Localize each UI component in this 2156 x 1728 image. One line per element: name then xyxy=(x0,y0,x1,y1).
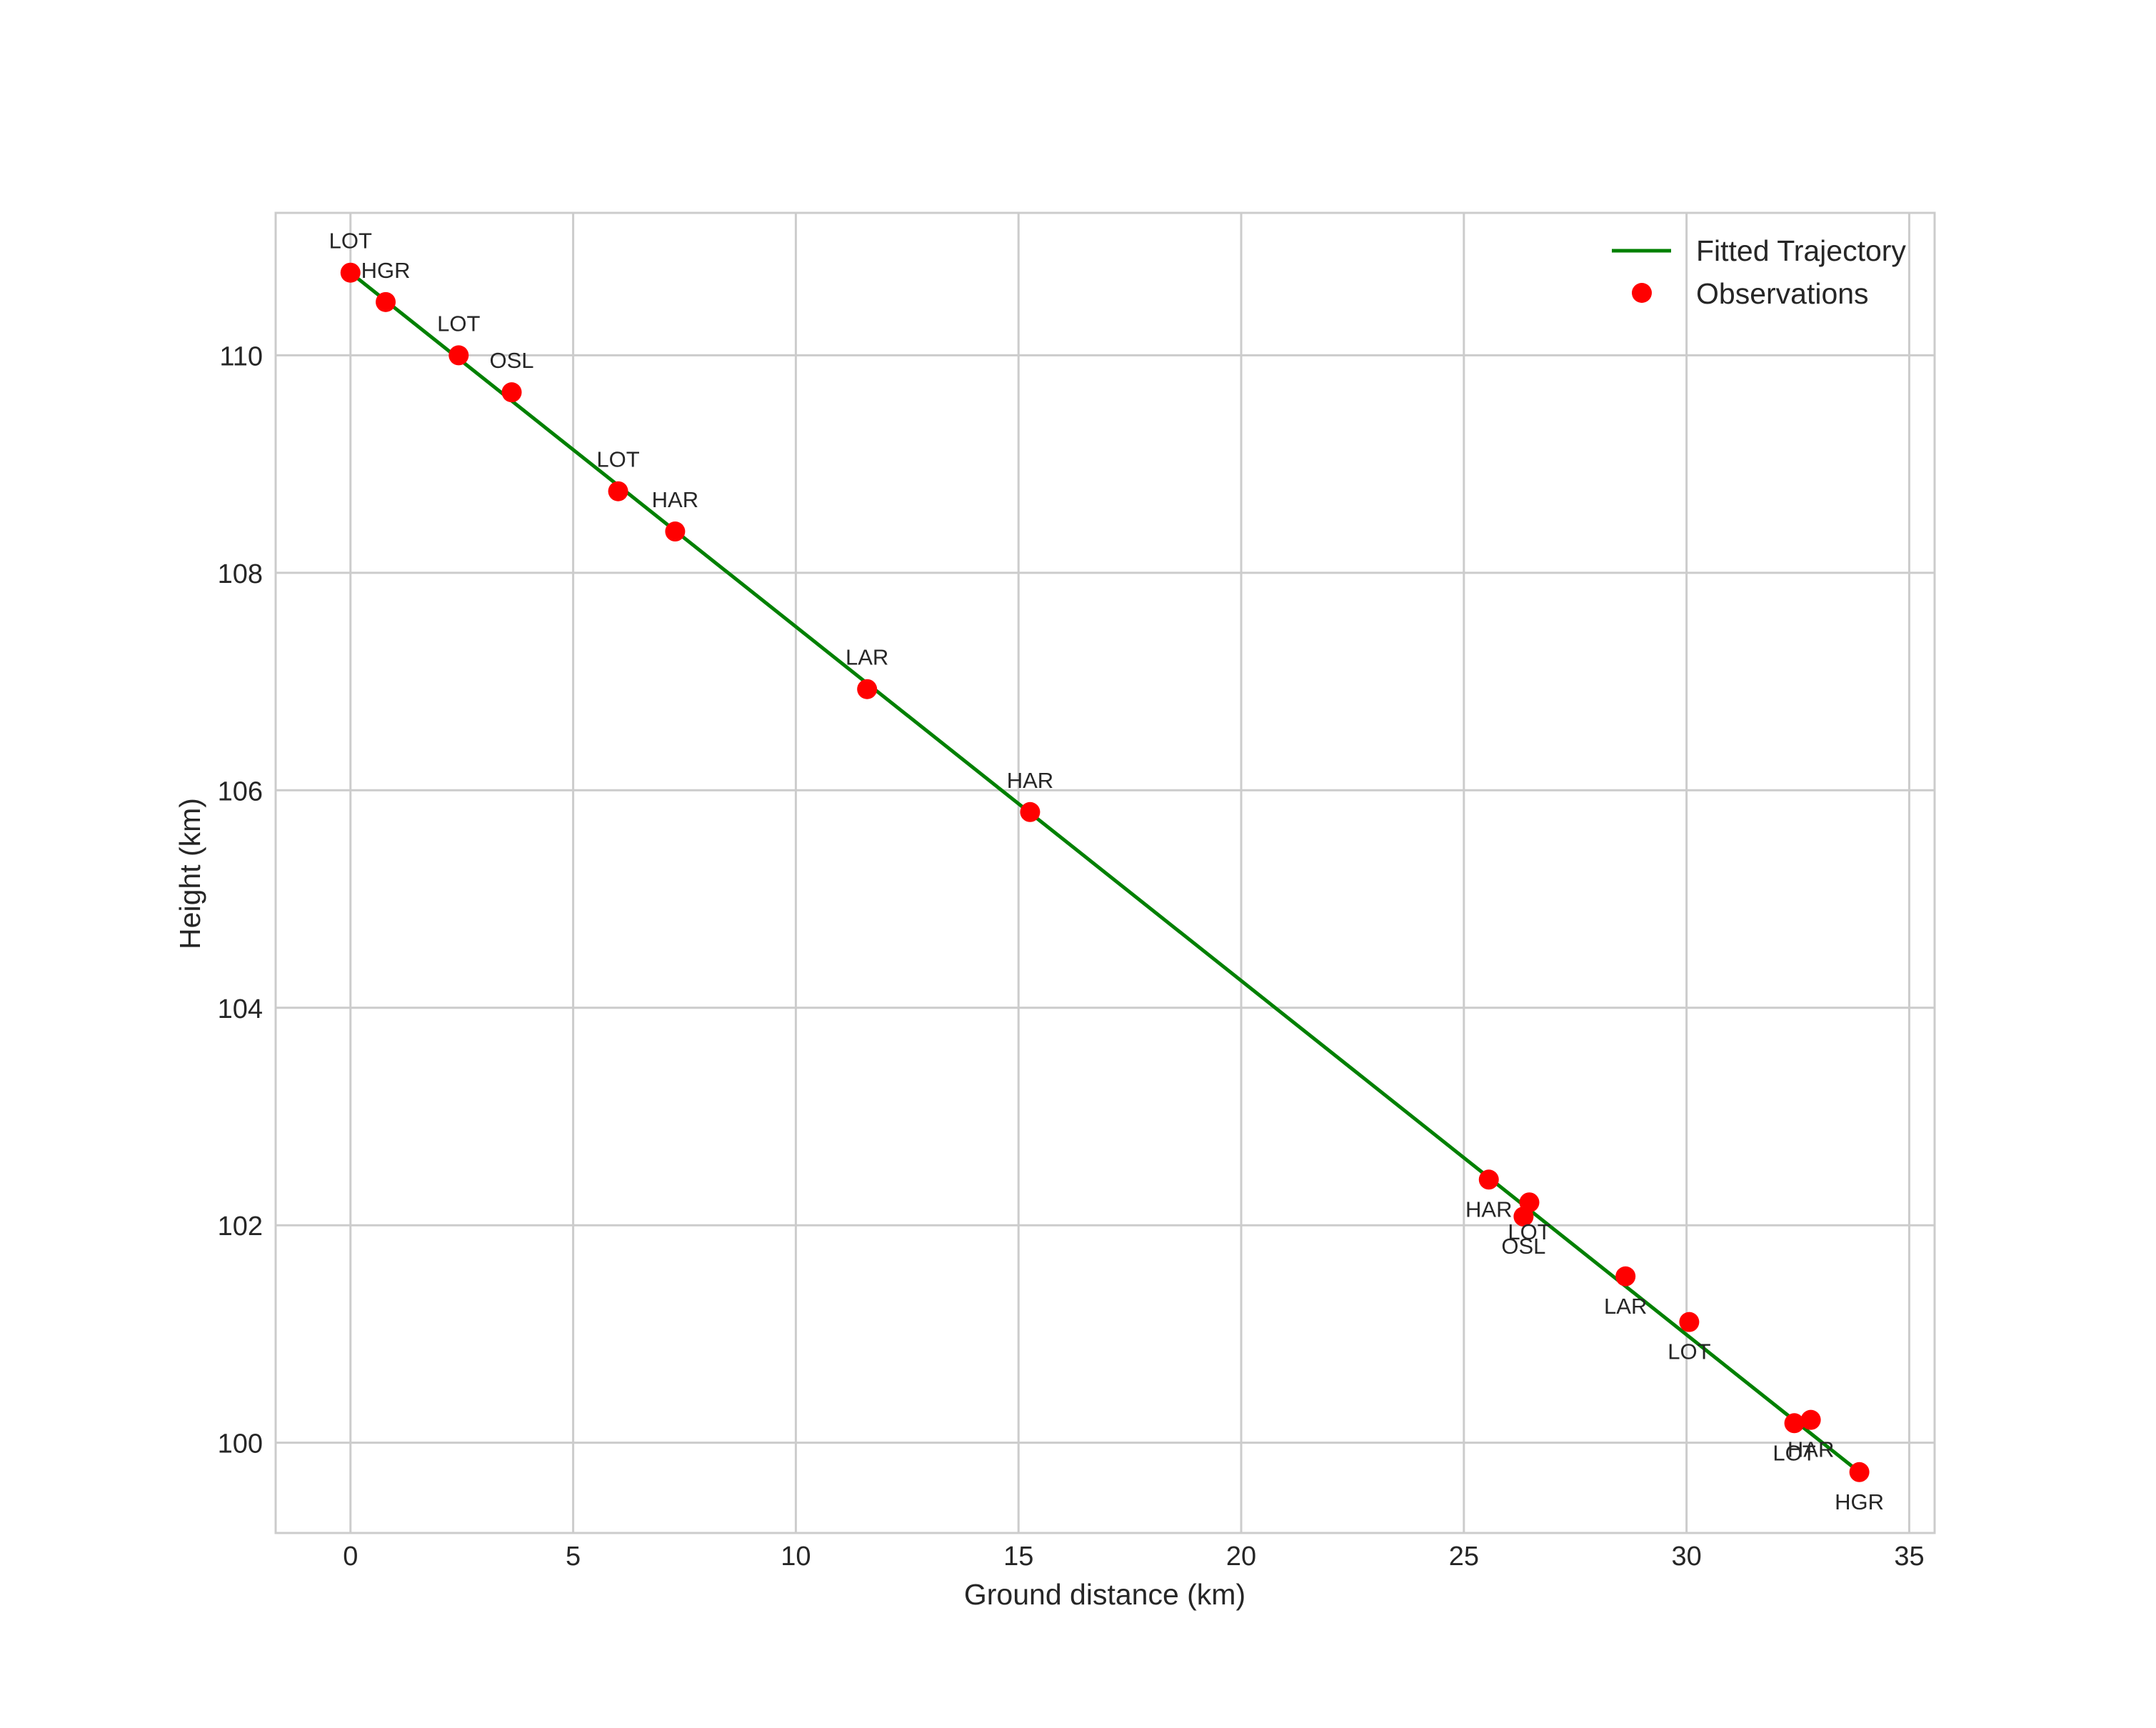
x-tick-label: 15 xyxy=(1003,1542,1033,1572)
observation-point xyxy=(1679,1312,1700,1332)
y-axis-label: Height (km) xyxy=(174,798,206,949)
y-tick-label: 106 xyxy=(218,776,263,806)
y-tick-label: 100 xyxy=(218,1429,263,1459)
legend: Fitted Trajectory Observations xyxy=(1612,234,1906,310)
station-label: OSL xyxy=(1501,1234,1545,1259)
x-axis-ticks: 0 5 10 15 20 25 30 35 xyxy=(343,1542,1924,1572)
station-label: HAR xyxy=(1465,1197,1512,1222)
x-axis-label: Ground distance (km) xyxy=(964,1578,1245,1611)
observation-point xyxy=(857,679,878,699)
station-label: LOT xyxy=(437,311,480,336)
y-tick-label: 110 xyxy=(219,341,263,371)
x-tick-label: 20 xyxy=(1226,1542,1256,1572)
station-label: LOT xyxy=(596,447,639,472)
legend-label-fitted-trajectory: Fitted Trajectory xyxy=(1696,234,1906,267)
x-tick-label: 5 xyxy=(566,1542,581,1572)
station-label: LOT xyxy=(1773,1440,1815,1465)
fitted-trajectory-line xyxy=(349,271,1861,1474)
station-label: LOT xyxy=(1508,1219,1550,1244)
observation-point xyxy=(501,382,522,403)
observation-point xyxy=(448,345,469,366)
x-tick-label: 30 xyxy=(1672,1542,1702,1572)
x-tick-label: 10 xyxy=(781,1542,811,1572)
observation-point xyxy=(1478,1169,1499,1190)
legend-label-observations: Observations xyxy=(1696,277,1869,310)
observation-point xyxy=(1800,1409,1821,1430)
observation-point xyxy=(1513,1207,1534,1227)
observation-point xyxy=(1849,1462,1870,1482)
y-tick-label: 104 xyxy=(218,994,263,1024)
observation-points xyxy=(340,262,1870,1482)
station-label: HAR xyxy=(1788,1437,1834,1462)
observation-point xyxy=(665,521,686,542)
x-tick-label: 35 xyxy=(1894,1542,1924,1572)
plot-area-frame xyxy=(274,211,1936,1534)
x-tick-label: 0 xyxy=(343,1542,358,1572)
station-label: OSL xyxy=(490,348,534,373)
grid-lines xyxy=(276,213,1935,1533)
y-tick-label: 108 xyxy=(218,559,263,589)
legend-marker-icon xyxy=(1632,283,1652,303)
observation-point xyxy=(1020,801,1041,822)
y-axis-ticks: 100 102 104 106 108 110 xyxy=(218,341,263,1459)
station-label: HAR xyxy=(652,487,698,512)
station-label: LAR xyxy=(1604,1294,1647,1319)
observation-point xyxy=(608,481,628,501)
station-label: LOT xyxy=(1668,1339,1710,1364)
y-tick-label: 102 xyxy=(218,1212,263,1242)
observation-point xyxy=(1784,1413,1805,1434)
observation-point xyxy=(1615,1266,1636,1287)
station-label: LOT xyxy=(329,229,372,254)
station-label: HGR xyxy=(361,258,411,283)
observation-point xyxy=(376,291,396,312)
station-label: HAR xyxy=(1007,768,1053,793)
station-label: LAR xyxy=(846,645,888,670)
x-tick-label: 25 xyxy=(1449,1542,1479,1572)
observation-point xyxy=(340,262,361,283)
station-labels: LOTHGRLOTOSLLOTHARLARHARHARLOTOSLLARLOTL… xyxy=(329,229,1884,1514)
station-label: HGR xyxy=(1835,1489,1884,1514)
